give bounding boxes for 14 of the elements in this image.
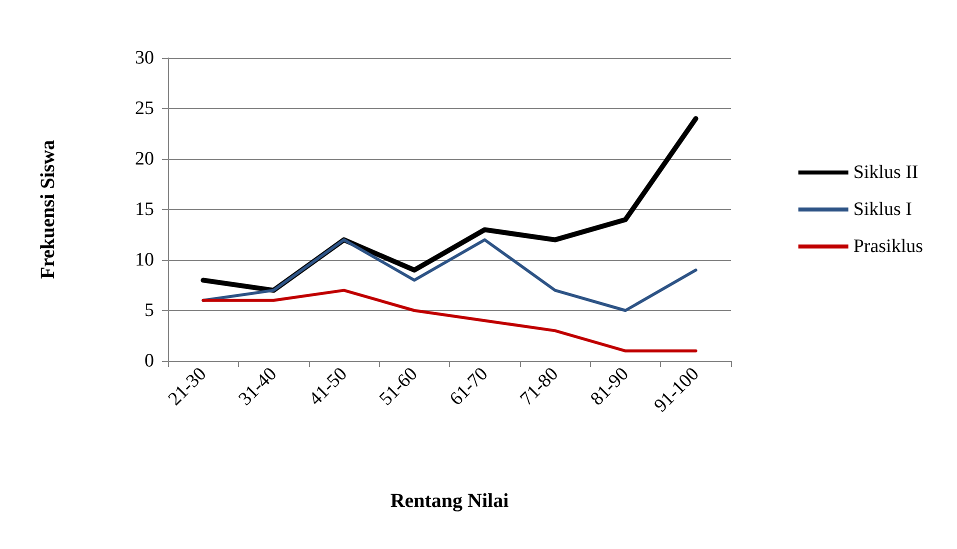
- y-tick-label: 15: [135, 199, 154, 220]
- y-tick-label: 25: [135, 98, 154, 119]
- y-tick-label: 30: [135, 48, 154, 68]
- legend-label: Siklus II: [853, 162, 918, 183]
- legend-label: Siklus I: [853, 199, 912, 220]
- legend-label: Prasiklus: [853, 236, 924, 257]
- y-tick-label: 20: [135, 148, 154, 170]
- line-series: [202, 238, 698, 312]
- x-axis-title: Rentang Nilai: [390, 490, 510, 512]
- y-tick-label: 10: [135, 250, 154, 270]
- line-series: [202, 288, 698, 352]
- y-tick-label: 5: [144, 300, 154, 321]
- y-axis-title: Frekuensi Siswa: [37, 140, 59, 280]
- y-tick-label: 0: [144, 350, 154, 372]
